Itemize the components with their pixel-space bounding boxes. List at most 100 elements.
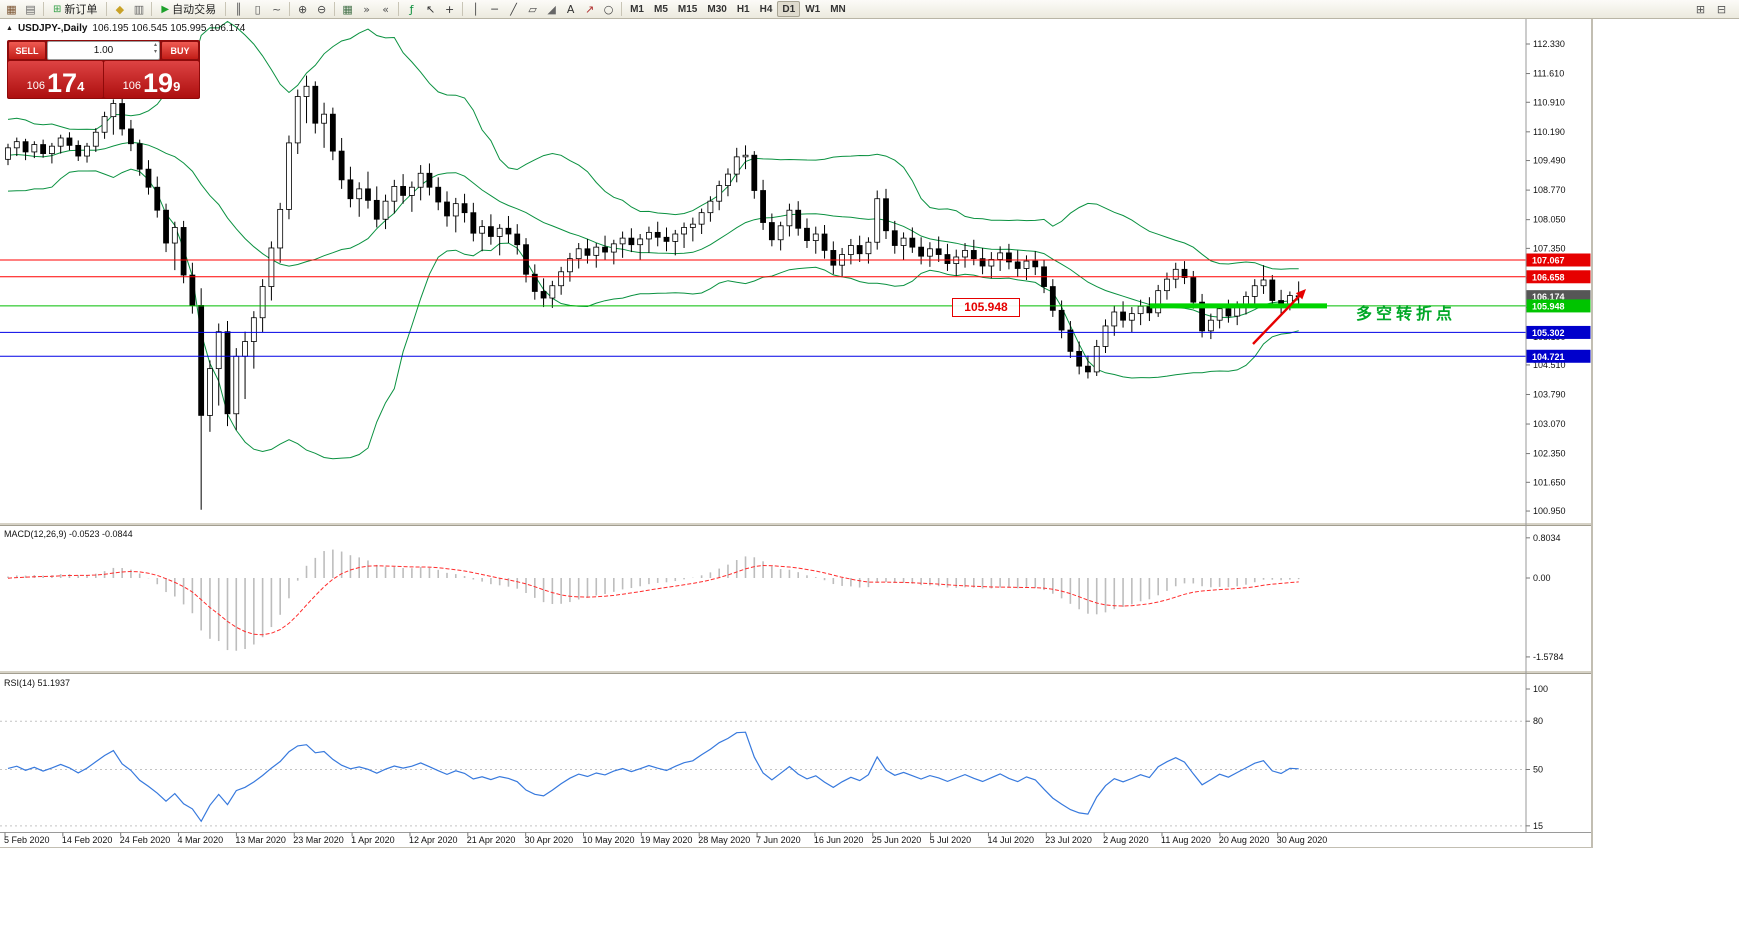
macd-indicator-label: MACD(12,26,9) -0.0523 -0.0844 bbox=[4, 529, 133, 539]
svg-text:50: 50 bbox=[1533, 765, 1543, 775]
bollinger-bands bbox=[7, 20, 1299, 460]
toolbar-separator bbox=[621, 2, 623, 16]
sell-price-button[interactable]: 106 17 4 bbox=[8, 61, 103, 98]
toolbar-separator bbox=[151, 2, 153, 16]
svg-text:100.950: 100.950 bbox=[1533, 506, 1566, 516]
chart-symbol-period: USDJPY-,Daily bbox=[17, 23, 88, 34]
date-label: 7 Jun 2020 bbox=[756, 835, 801, 845]
svg-text:112.330: 112.330 bbox=[1533, 39, 1565, 49]
candlestick-chart-icon[interactable]: ▯ bbox=[248, 1, 267, 17]
tf-w1-button[interactable]: W1 bbox=[800, 1, 825, 17]
vertical-line-icon[interactable]: │ bbox=[466, 1, 485, 17]
buy-price-button[interactable]: 106 19 9 bbox=[104, 61, 199, 98]
tf-m30-button[interactable]: M30 bbox=[702, 1, 731, 17]
date-label: 10 May 2020 bbox=[583, 835, 635, 845]
tf-h1-button[interactable]: H1 bbox=[732, 1, 755, 17]
chart-symbol-icon: ▲ bbox=[6, 25, 13, 32]
date-label: 21 Apr 2020 bbox=[467, 835, 516, 845]
date-label: 28 May 2020 bbox=[698, 835, 750, 845]
metaeditor-icon[interactable]: ◆ bbox=[110, 1, 129, 17]
crosshair-icon[interactable]: + bbox=[440, 1, 459, 17]
price-annotation-box[interactable]: 105.948 bbox=[952, 298, 1020, 317]
autotrading-button[interactable]: ▶ 自动交易 bbox=[155, 1, 222, 18]
sell-button[interactable]: SELL bbox=[8, 41, 46, 60]
macd-pane[interactable] bbox=[7, 549, 1300, 651]
chart-shift-icon[interactable]: « bbox=[376, 1, 395, 17]
horizontal-line-icon[interactable]: ─ bbox=[485, 1, 504, 17]
turning-point-label[interactable]: 多空转折点 bbox=[1356, 306, 1457, 323]
sell-price-prefix: 106 bbox=[26, 80, 46, 92]
date-label: 24 Feb 2020 bbox=[120, 835, 171, 845]
date-label: 14 Feb 2020 bbox=[62, 835, 113, 845]
tf-mn-button[interactable]: MN bbox=[825, 1, 851, 17]
date-axis[interactable]: 5 Feb 2020 14 Feb 2020 24 Feb 2020 4 Mar 20… bbox=[0, 832, 1592, 846]
auto-scroll-icon[interactable]: » bbox=[357, 1, 376, 17]
zoom-in-icon[interactable]: ⊕ bbox=[293, 1, 312, 17]
date-label: 20 Aug 2020 bbox=[1219, 835, 1270, 845]
trendline-icon[interactable]: ╱ bbox=[504, 1, 523, 17]
buy-button[interactable]: BUY bbox=[161, 41, 199, 60]
tf-h4-button[interactable]: H4 bbox=[755, 1, 778, 17]
profiles-icon[interactable]: ▤ bbox=[21, 1, 40, 17]
tf-m5-button[interactable]: M5 bbox=[649, 1, 673, 17]
main-toolbar: ▦ ▤ ⊞ 新订单 ◆ ▥ ▶ 自动交易 ║ ▯ ~ ⊕ ⊖ ▦» «ƒ ↖ + │ ─ ╱ ▱ ◢ A ↗ ○ M1 M5 M15 M… bbox=[0, 0, 1739, 19]
toolbar-separator bbox=[225, 2, 227, 16]
svg-text:109.490: 109.490 bbox=[1533, 156, 1566, 166]
svg-text:103.070: 103.070 bbox=[1533, 419, 1566, 429]
sell-price-sup: 4 bbox=[77, 79, 85, 94]
chart-canvas[interactable]: 112.330 111.610 110.910 110.190 109.490 108.7… bbox=[0, 19, 1592, 847]
buy-price-big: 19 bbox=[143, 68, 174, 99]
tile-windows-icon[interactable]: ▦ bbox=[338, 1, 357, 17]
new-order-button[interactable]: ⊞ 新订单 bbox=[47, 1, 103, 18]
svg-text:106.658: 106.658 bbox=[1532, 272, 1565, 282]
terminal-icon[interactable]: ▥ bbox=[129, 1, 148, 17]
svg-text:100: 100 bbox=[1533, 684, 1548, 694]
bar-chart-icon[interactable]: ║ bbox=[229, 1, 248, 17]
one-click-trading-panel: SELL 1.00 ▴ ▾ BUY 106 17 4 106 19 9 bbox=[7, 40, 200, 99]
chart-ohlc-values: 106.195 106.545 105.995 106.174 bbox=[92, 23, 246, 34]
trend-arrow[interactable] bbox=[1252, 289, 1306, 345]
svg-text:107.067: 107.067 bbox=[1532, 255, 1565, 265]
pane-separators[interactable] bbox=[0, 523, 1592, 674]
volume-down-icon[interactable]: ▾ bbox=[153, 49, 157, 55]
rsi-pane[interactable] bbox=[0, 720, 1526, 827]
autotrading-icon: ▶ bbox=[161, 3, 170, 15]
fibonacci-icon[interactable]: ◢ bbox=[542, 1, 561, 17]
date-label: 12 Apr 2020 bbox=[409, 835, 458, 845]
toolbar-separator bbox=[334, 2, 336, 16]
zoom-out-icon[interactable]: ⊖ bbox=[312, 1, 331, 17]
chart-window[interactable]: 112.330 111.610 110.910 110.190 109.490 108.7… bbox=[0, 19, 1593, 848]
svg-text:106.174: 106.174 bbox=[1532, 292, 1565, 302]
chart-title: ▲ USDJPY-,Daily 106.195 106.545 105.995 … bbox=[6, 23, 245, 34]
text-icon[interactable]: A bbox=[561, 1, 580, 17]
tf-d1-button[interactable]: D1 bbox=[777, 1, 801, 17]
arrow-objects-icon[interactable]: ↗ bbox=[580, 1, 599, 17]
new-chart-icon[interactable]: ▦ bbox=[2, 1, 21, 17]
shapes-icon[interactable]: ○ bbox=[599, 1, 618, 17]
window-cascade-icon[interactable]: ⊞ bbox=[1691, 1, 1710, 17]
volume-value[interactable]: 1.00 bbox=[93, 45, 114, 56]
date-label: 19 May 2020 bbox=[640, 835, 692, 845]
candles-layer bbox=[5, 75, 1302, 510]
window-minimize-icon[interactable]: ⊟ bbox=[1712, 1, 1731, 17]
date-label: 25 Jun 2020 bbox=[872, 835, 922, 845]
date-label: 2 Aug 2020 bbox=[1103, 835, 1149, 845]
cursor-icon[interactable]: ↖ bbox=[421, 1, 440, 17]
volume-control[interactable]: 1.00 ▴ ▾ bbox=[47, 41, 160, 60]
buy-price-sup: 9 bbox=[173, 79, 181, 94]
date-label: 4 Mar 2020 bbox=[178, 835, 224, 845]
svg-text:104.721: 104.721 bbox=[1532, 352, 1565, 362]
toolbar-separator bbox=[289, 2, 291, 16]
line-chart-icon[interactable]: ~ bbox=[267, 1, 286, 17]
volume-up-icon[interactable]: ▴ bbox=[153, 42, 157, 48]
channel-icon[interactable]: ▱ bbox=[523, 1, 542, 17]
indicators-icon[interactable]: ƒ bbox=[402, 1, 421, 17]
tf-m15-button[interactable]: M15 bbox=[673, 1, 702, 17]
svg-text:105.948: 105.948 bbox=[1532, 301, 1565, 311]
date-label: 11 Aug 2020 bbox=[1161, 835, 1211, 845]
svg-text:110.190: 110.190 bbox=[1533, 127, 1565, 137]
volume-spinners[interactable]: ▴ ▾ bbox=[154, 42, 157, 56]
svg-text:104.510: 104.510 bbox=[1533, 360, 1566, 370]
tf-m1-button[interactable]: M1 bbox=[625, 1, 649, 17]
